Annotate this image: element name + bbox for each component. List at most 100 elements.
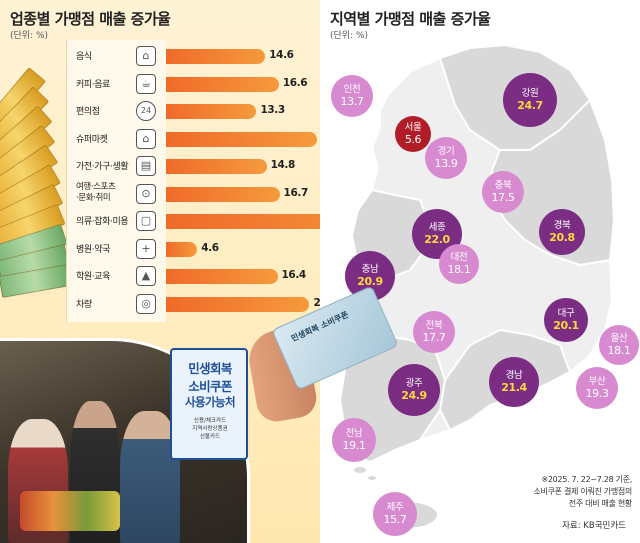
bar-value-label: 4.6: [201, 241, 219, 254]
bar-row: 음식 ⌂ 14.6: [66, 44, 320, 68]
region-value: 20.9: [357, 275, 383, 288]
region-name: 서울: [404, 122, 422, 133]
left-chart-unit: (단위: %): [10, 31, 49, 41]
right-chart-title: 지역별 가맹점 매출 증가율: [330, 10, 491, 28]
region-value: 13.7: [340, 95, 364, 108]
region-name: 대구: [557, 308, 575, 319]
region-value: 17.5: [491, 191, 515, 204]
shopping-bag-icon: ▢: [136, 211, 156, 231]
bar-row: 가전·가구·생활 ▤ 14.8: [66, 154, 320, 178]
sign-small-2: 지역사랑상품권: [192, 426, 228, 432]
note-line-3: 전주 대비 매출 현황: [568, 499, 633, 508]
region-bubble: 광주 24.9: [388, 364, 440, 416]
bar: [166, 49, 266, 64]
bar-category-label: 학원·교육: [76, 272, 110, 282]
bar-value-label: 16.6: [282, 76, 308, 89]
bar: [166, 76, 279, 92]
bar-value-label: 16.4: [281, 269, 307, 281]
bar-row: 커피·음료 ☕ 16.6: [66, 72, 320, 96]
region-value: 22.0: [424, 233, 450, 246]
bar-value-label: 16.7: [283, 186, 309, 199]
bar-row: 의류·잡화·미용▢37.4: [66, 209, 320, 233]
storefront-icon: ⌂: [136, 128, 156, 149]
region-value: 18.1: [447, 263, 471, 276]
bar-category-label: 음식: [76, 52, 92, 62]
bar-category-label: 가전·가구·생활: [76, 162, 129, 172]
cloche-icon: ⌂: [136, 46, 156, 66]
sign-small-1: 신용/체크카드: [193, 418, 227, 424]
bar-row: 학원·교육 ▲ 16.4: [66, 264, 320, 288]
bar-category-label: 병원·약국: [76, 244, 110, 255]
region-value: 18.1: [607, 344, 631, 357]
region-name: 경북: [553, 220, 571, 231]
bicycle-icon: ⊙: [136, 183, 156, 204]
graduation-cap-icon: ▲: [136, 266, 156, 286]
bar: [166, 104, 257, 119]
region-name: 세종: [428, 222, 446, 233]
right-chart-unit: (단위: %): [330, 31, 369, 41]
bar-category-label: 의류·잡화·미용: [76, 217, 129, 227]
region-name: 제주: [386, 502, 404, 513]
sign-small-3: 선불카드: [199, 434, 221, 440]
region-name: 경기: [437, 146, 455, 157]
sign-line-2: 소비쿠폰: [188, 379, 232, 394]
bar-value-label: 14.8: [270, 159, 296, 171]
bar: [166, 269, 278, 284]
bar-category-label-line: ·문화·취미: [76, 192, 111, 203]
region-value: 19.3: [585, 387, 609, 400]
note-line-2: 소비쿠폰 결제 이뤄진 가맹점의: [533, 487, 632, 496]
region-value: 21.4: [501, 381, 527, 394]
bar-row: 편의점 24 13.3: [66, 99, 320, 123]
bar-value-label: 21.1: [313, 296, 320, 309]
region-bubble: 충북 17.5: [482, 171, 524, 213]
region-name: 충남: [361, 264, 379, 275]
bar-value-label: 14.6: [269, 49, 294, 61]
bar-category-label-line: 여행·스포츠: [76, 181, 116, 192]
region-name: 경남: [505, 370, 523, 381]
region-bubble: 경기 13.9: [425, 137, 467, 179]
region-bubble: 경남 21.4: [489, 357, 539, 407]
region-value: 17.7: [422, 331, 446, 344]
sign-line-1: 민생회복: [188, 361, 232, 376]
note-line-1: ※2025. 7. 22~7.28 기준,: [541, 475, 632, 484]
bar: [166, 159, 267, 174]
bar-category-label: 편의점: [76, 107, 100, 117]
region-bubble: 서울 5.6: [395, 116, 431, 152]
appliance-icon: ▤: [136, 156, 156, 176]
region-value: 20.8: [549, 231, 575, 244]
bar: [166, 214, 320, 229]
region-bubble: 경북 20.8: [539, 209, 585, 255]
bar-row: 차량 ◎ 21.1: [66, 292, 320, 316]
region-bubble: 대전 18.1: [439, 244, 479, 284]
produce-stall: [20, 491, 120, 531]
region-name: 전북: [425, 320, 443, 331]
bar-category-label: 커피·음료: [76, 79, 110, 90]
region-value: 24.9: [401, 389, 427, 402]
bar: [166, 241, 198, 257]
region-value: 20.1: [553, 319, 579, 332]
bar-category-label: 여행·스포츠 ·문화·취미: [76, 181, 116, 204]
region-value: 24.7: [517, 99, 543, 112]
bar-value-label: 13.3: [260, 104, 285, 116]
region-bubble: 인천 13.7: [331, 75, 373, 117]
bar-category-label: 슈퍼마켓: [76, 134, 108, 145]
car-icon: ◎: [136, 293, 156, 314]
sign-line-3: 사용가능처: [185, 395, 236, 409]
bar-row: 병원·약국 +4.6: [66, 237, 320, 261]
bar: [166, 186, 280, 202]
medical-kit-icon: +: [136, 238, 156, 259]
region-value: 19.1: [342, 439, 366, 452]
bar-row: 슈퍼마켓⌂22.2: [66, 127, 320, 151]
footnote: ※2025. 7. 22~7.28 기준, 소비쿠폰 결제 이뤄진 가맹점의 전…: [533, 474, 632, 510]
region-bubble: 강원 24.7: [503, 73, 557, 127]
region-value: 15.7: [383, 513, 407, 526]
region-bubble: 전남 19.1: [332, 418, 376, 462]
left-panel: 업종별 가맹점 매출 증가율 (단위: %) 음식 ⌂ 14.6 커피·음료 ☕ 16.6…: [0, 0, 320, 543]
region-bubble: 부산 19.3: [576, 367, 618, 409]
coffee-cup-icon: ☕: [136, 73, 156, 94]
region-bubble: 제주 15.7: [373, 492, 417, 536]
region-bubble: 전북 17.7: [413, 311, 455, 353]
coupon-sign: 민생회복 소비쿠폰 사용가능처 신용/체크카드 지역사랑상품권 선불카드: [170, 348, 248, 460]
region-name: 인천: [343, 84, 361, 95]
region-name: 대전: [450, 252, 468, 263]
